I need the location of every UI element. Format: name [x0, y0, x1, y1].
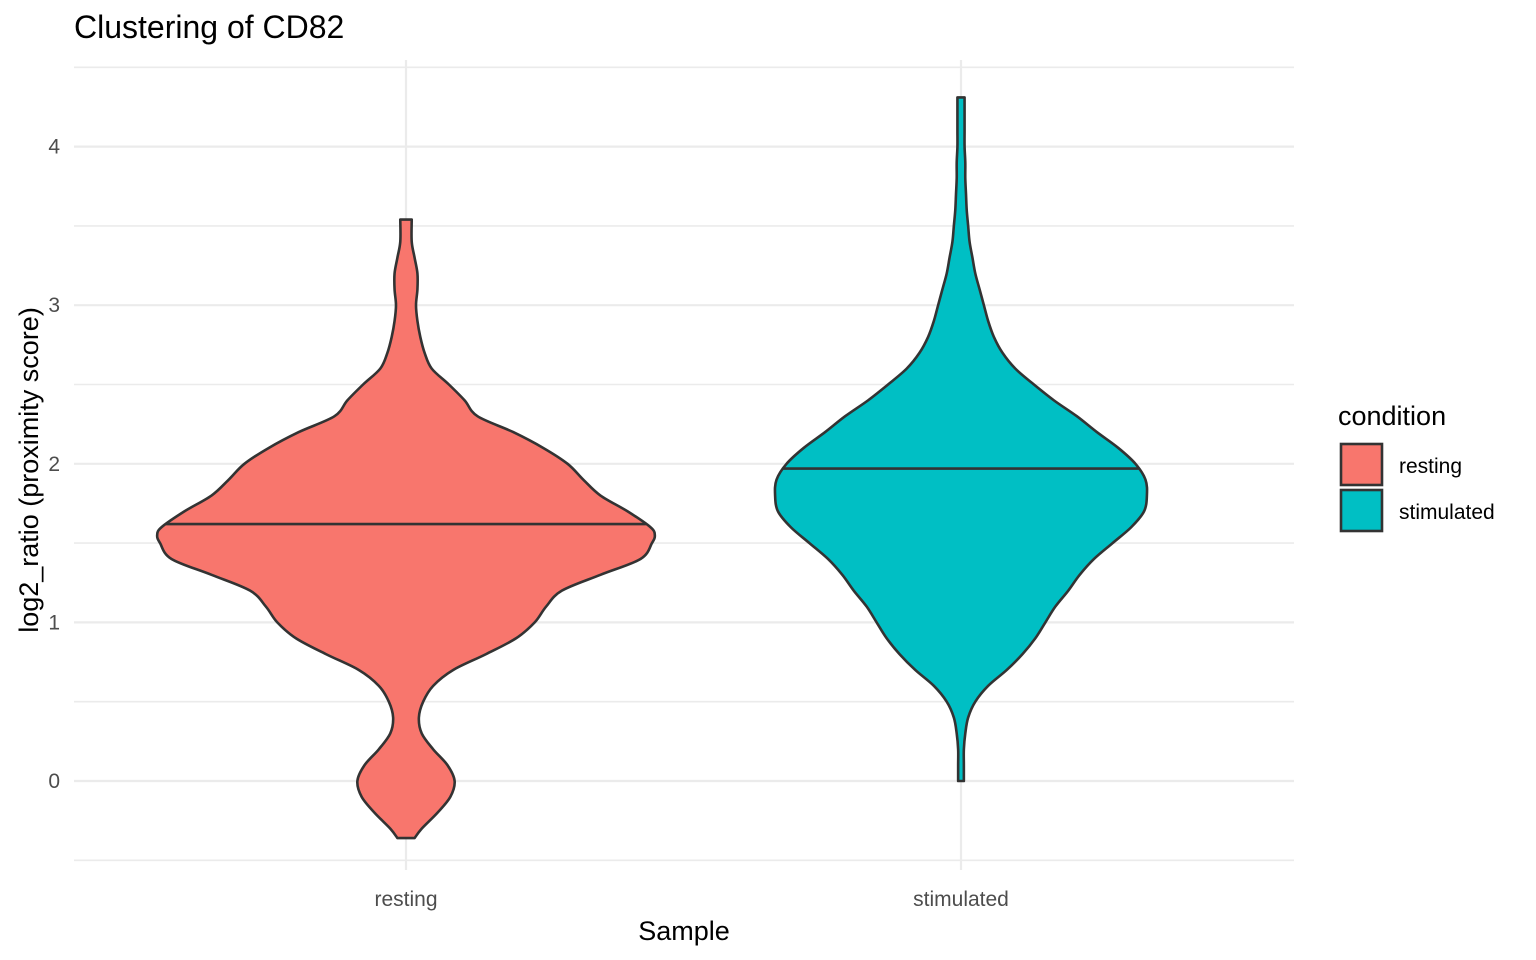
legend-swatch-stimulated [1339, 488, 1384, 533]
chart-title: Clustering of CD82 [74, 9, 344, 45]
legend-title: condition [1338, 401, 1446, 431]
legend: condition resting stimulated [1338, 401, 1495, 533]
y-axis-ticks: 0 1 2 3 4 [48, 136, 60, 793]
y-axis-title: log2_ratio (proximity score) [14, 307, 44, 633]
legend-swatch-resting [1339, 442, 1384, 487]
violin-stimulated [773, 96, 1149, 783]
legend-items: resting stimulated [1339, 442, 1495, 533]
x-tick-label: stimulated [913, 888, 1009, 911]
y-tick-label: 4 [48, 136, 60, 159]
y-tick-label: 3 [48, 294, 60, 317]
violin-resting [155, 218, 657, 840]
x-tick-label: resting [374, 888, 437, 911]
x-axis-ticks: resting stimulated [374, 888, 1008, 911]
legend-label-stimulated: stimulated [1399, 501, 1495, 524]
violins [155, 96, 1149, 840]
y-tick-label: 0 [48, 770, 60, 793]
x-axis-title: Sample [638, 916, 730, 946]
y-tick-label: 1 [48, 611, 60, 634]
legend-label-resting: resting [1399, 455, 1462, 478]
y-tick-label: 2 [48, 453, 60, 476]
